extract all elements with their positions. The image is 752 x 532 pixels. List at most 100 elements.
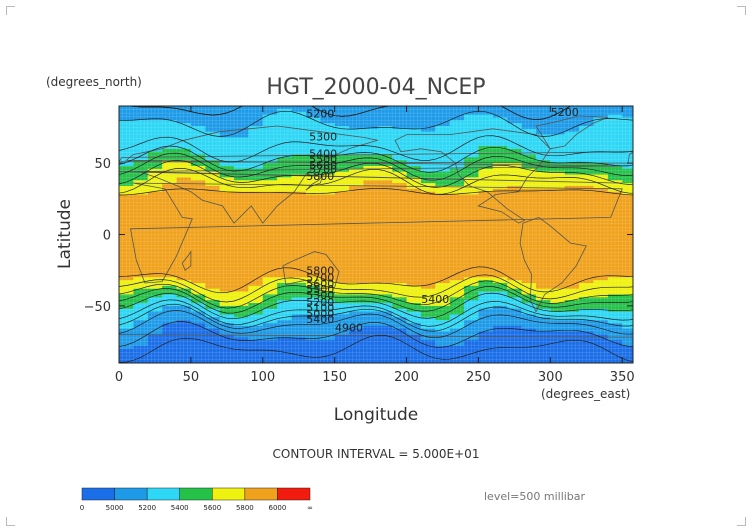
color-band-cell	[162, 234, 178, 238]
color-band-cell	[435, 248, 451, 253]
color-band-cell	[521, 283, 537, 287]
color-band-cell	[176, 314, 192, 318]
color-band-cell	[248, 265, 264, 270]
color-band-cell	[478, 191, 494, 196]
color-band-cell	[190, 177, 206, 181]
color-band-cell	[579, 283, 595, 287]
color-band-cell	[392, 185, 408, 190]
color-band-cell	[176, 248, 192, 253]
color-band-cell	[262, 243, 278, 247]
color-band-cell	[133, 217, 149, 221]
color-band-cell	[349, 145, 365, 150]
color-band-cell	[363, 274, 379, 278]
color-band-cell	[435, 280, 451, 284]
color-band-cell	[478, 274, 494, 278]
crop-mark-bottom-right	[737, 517, 746, 526]
color-band-cell	[607, 148, 623, 153]
color-band-cell	[406, 200, 422, 204]
color-band-cell	[262, 331, 278, 336]
color-band-cell	[607, 360, 623, 363]
color-band-cell	[535, 225, 551, 230]
color-band-cell	[219, 134, 235, 139]
color-band-cell	[449, 320, 465, 324]
color-band-cell	[507, 177, 523, 181]
color-band-cell	[262, 140, 278, 144]
color-band-cell	[564, 248, 580, 253]
color-band-cell	[377, 234, 393, 238]
color-band-cell	[406, 163, 422, 167]
color-band-cell	[234, 203, 249, 207]
color-band-cell	[305, 300, 321, 304]
color-band-cell	[449, 183, 465, 187]
color-band-cell	[262, 314, 278, 318]
color-band-cell	[607, 305, 623, 310]
color-band-cell	[392, 120, 408, 124]
color-band-cell	[550, 348, 566, 353]
color-band-cell	[119, 214, 134, 218]
color-band-cell	[392, 200, 408, 204]
color-band-cell	[449, 123, 465, 127]
color-band-cell	[392, 128, 408, 133]
color-band-cell	[133, 257, 149, 261]
color-band-cell	[593, 308, 609, 313]
x-tick-label: 150	[322, 370, 347, 385]
color-band-cell	[579, 123, 595, 127]
contour-label: 5700	[309, 163, 337, 176]
color-band-cell	[464, 337, 480, 341]
color-band-cell	[133, 157, 149, 161]
color-band-cell	[464, 285, 480, 290]
color-band-cell	[435, 160, 451, 164]
color-band-cell	[593, 223, 609, 227]
color-band-cell	[291, 180, 307, 184]
color-band-cell	[305, 337, 321, 341]
color-band-cell	[305, 357, 321, 361]
color-band-cell	[478, 106, 494, 110]
color-band-cell	[449, 257, 465, 261]
color-band-cell	[521, 311, 537, 316]
color-band-cell	[334, 108, 350, 113]
color-band-cell	[420, 123, 436, 127]
color-band-cell	[262, 340, 278, 344]
color-band-cell	[377, 177, 393, 181]
color-band-cell	[564, 108, 580, 113]
color-band-cell	[205, 343, 221, 347]
color-band-cell	[507, 340, 523, 344]
y-unit-label: (degrees_north)	[46, 75, 142, 89]
contour-line	[119, 135, 633, 163]
color-band-cell	[133, 291, 149, 296]
color-band-cell	[579, 131, 595, 136]
color-band-cell	[507, 274, 523, 278]
color-band-cell	[607, 285, 623, 290]
color-band-cell	[349, 285, 365, 290]
color-band-cell	[234, 180, 249, 184]
color-band-cell	[535, 331, 551, 336]
color-band-cell	[349, 260, 365, 264]
color-band-cell	[219, 137, 235, 141]
color-band-cell	[291, 354, 307, 358]
color-band-cell	[550, 345, 566, 350]
color-band-cell	[420, 106, 436, 110]
color-band-cell	[320, 217, 336, 221]
color-band-cell	[205, 200, 221, 204]
color-band-cell	[205, 228, 221, 233]
color-band-cell	[320, 205, 336, 210]
color-band-cell	[478, 297, 494, 301]
color-band-cell	[593, 263, 609, 267]
color-band-cell	[607, 225, 623, 230]
color-band-cell	[234, 108, 249, 113]
color-band-cell	[492, 208, 508, 213]
contour-label: 5600	[309, 159, 337, 172]
color-band-cell	[435, 214, 451, 218]
color-band-cell	[507, 348, 523, 353]
color-band-cell	[550, 245, 566, 250]
color-band-cell	[133, 348, 149, 353]
color-band-cell	[392, 123, 408, 127]
color-band-cell	[133, 194, 149, 198]
color-band-cell	[406, 254, 422, 258]
color-band-cell	[521, 231, 537, 236]
color-band-cell	[248, 283, 264, 287]
color-band-cell	[521, 291, 537, 296]
color-band-cell	[478, 185, 494, 190]
color-band-cell	[190, 343, 206, 347]
color-band-cell	[550, 225, 566, 230]
